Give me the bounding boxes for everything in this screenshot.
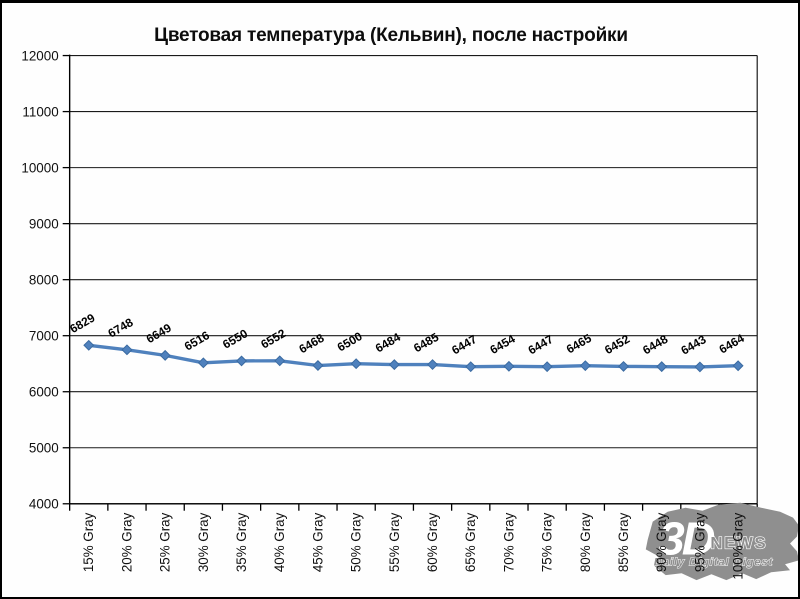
data-label: 6552 [258,326,288,352]
x-tick-label: 45% Gray [310,512,325,572]
data-label: 6468 [297,331,327,357]
y-tick-label: 12000 [21,49,58,64]
logo-tagline-text: Daily Digital Digest [654,556,774,568]
y-tick-label: 8000 [29,273,59,288]
x-tick-label: 85% Gray [616,512,631,572]
data-point-marker [121,344,133,356]
data-point-marker [236,355,248,367]
y-tick-labels: 4000 5000 6000 7000 8000 9000 10000 11000 12000 [21,49,58,512]
y-tick-label: 9000 [29,217,59,232]
watermark-3dnews-logo: 3D NEWS Daily Digital Digest [645,502,798,581]
chart-canvas: 400050006000700080009000100001100012000 … [21,49,798,581]
x-tick-label: 35% Gray [234,512,249,572]
data-point-marker [732,360,744,372]
x-tick-label: 20% Gray [119,512,134,572]
x-axis [69,503,758,511]
x-tick-label: 75% Gray [540,512,555,572]
x-tick-label: 50% Gray [349,512,364,572]
data-label: 6465 [564,331,594,357]
x-tick-label: 15% Gray [81,512,96,572]
x-tick-label: 95% Gray [692,512,707,572]
data-point-marker [159,349,171,361]
data-point-marker [388,359,400,371]
data-point-marker [579,360,591,372]
logo-3d-text: 3D [659,512,715,564]
y-axis [62,54,71,505]
logo-news-text: NEWS [710,533,767,552]
y-tick-label: 6000 [29,385,59,400]
x-tick-label: 70% Gray [501,512,516,572]
data-point-marker [503,360,515,372]
data-point-marker [427,359,439,371]
data-label: 6748 [106,315,136,341]
data-label: 6500 [335,329,365,355]
data-point-marker [274,355,286,367]
data-point-marker [197,357,209,369]
y-tick-label: 10000 [21,161,58,176]
data-label: 6550 [220,326,250,352]
x-tick-labels: 15% Gray 20% Gray 25% Gray 30% Gray 35% Gray… [81,512,745,579]
data-point-marker [541,361,553,373]
data-point-marker [465,361,477,373]
series-polyline [87,343,740,369]
series-line [87,343,740,369]
data-point-marker [83,339,95,351]
data-point-marker [656,361,668,373]
x-tick-label: 30% Gray [196,512,211,572]
data-label: 6484 [373,330,403,356]
data-labels: 6829 6748 6649 6516 6550 6552 6468 6500 6484 6485… [67,310,747,357]
data-point-marker [694,361,706,373]
data-label: 6464 [717,331,747,357]
data-label: 6516 [182,328,212,354]
y-tick-label: 7000 [29,329,59,344]
gridlines [69,55,758,505]
y-tick-label: 4000 [29,497,59,512]
x-tick-label: 65% Gray [463,512,478,572]
y-tick-label: 11000 [22,105,58,120]
x-tick-label: 100% Gray [731,512,746,579]
x-tick-label: 40% Gray [272,512,287,572]
data-point-marker [350,358,362,370]
series-markers [83,339,744,373]
x-tick-label: 25% Gray [158,512,173,572]
data-point-marker [312,360,324,371]
data-label: 6485 [411,330,441,356]
brush-stroke-shape [645,502,798,581]
x-tick-label: 60% Gray [425,512,440,572]
chart-title: Цветовая температура (Кельвин), после на… [154,25,628,46]
data-label: 6829 [67,310,97,336]
x-tick-label: 55% Gray [387,512,402,572]
y-tick-label: 5000 [29,441,59,456]
x-tick-label: 80% Gray [578,512,593,572]
data-point-marker [618,360,629,372]
data-label: 6649 [144,321,174,347]
x-tick-label: 90% Gray [654,512,669,572]
